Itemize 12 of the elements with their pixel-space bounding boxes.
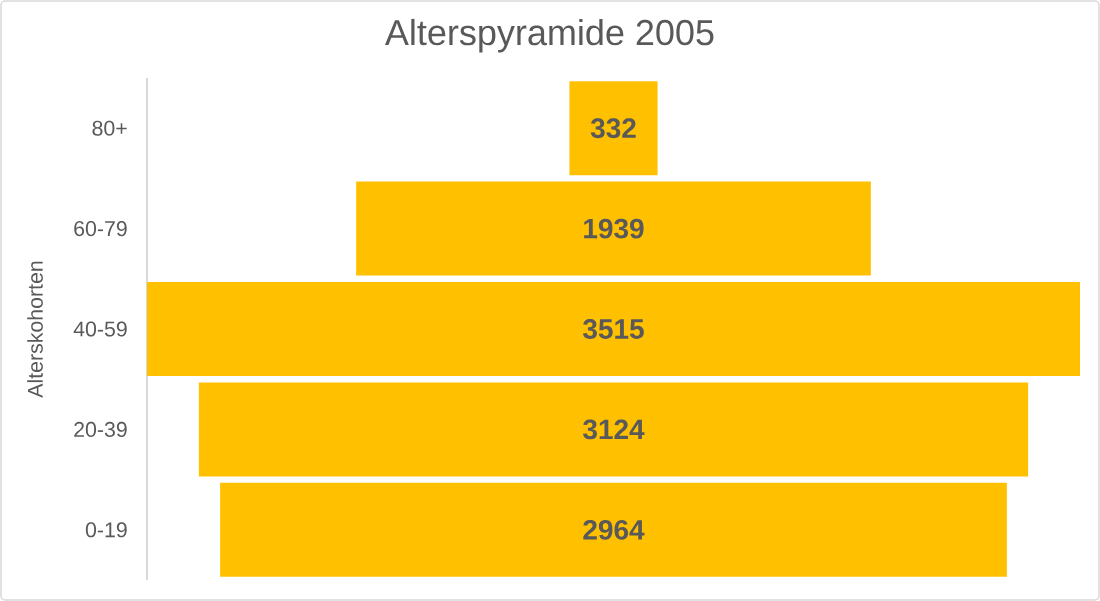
data-label: 1939 <box>584 218 644 239</box>
text: Alterskohorten <box>27 261 43 398</box>
data-label: 332 <box>590 118 636 139</box>
data-label: 3515 <box>583 319 644 339</box>
data-label: 2964 <box>583 519 645 540</box>
data-label: 3124 <box>583 419 645 440</box>
text: Alterspyramide 2005 <box>384 18 714 53</box>
category-label: 80+ <box>92 120 127 136</box>
category-label: 60-79 <box>74 221 127 237</box>
category-label: 0-19 <box>85 522 127 538</box>
category-label: 40-59 <box>73 321 127 337</box>
category-label: 20-39 <box>74 421 127 437</box>
